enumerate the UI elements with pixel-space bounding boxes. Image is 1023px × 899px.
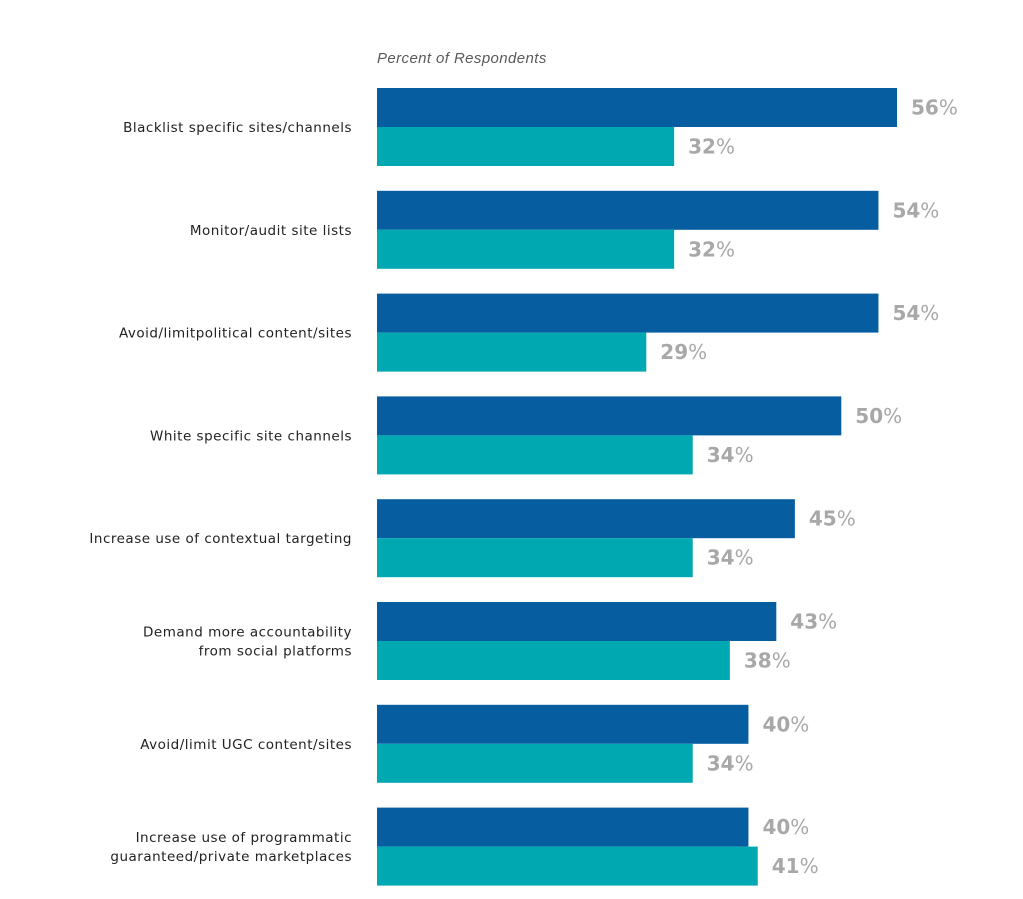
bar-teal-1 xyxy=(377,127,675,166)
category-label: Avoid/limit UGC content/sites xyxy=(140,737,352,753)
bar-teal-3 xyxy=(377,332,647,372)
bar-dark-3 xyxy=(377,293,879,333)
category-label: Increase use of programmatic guaranteed/p… xyxy=(110,830,352,865)
bar-dark-7 xyxy=(377,704,749,744)
value-label: 29% xyxy=(660,340,707,364)
bars-group xyxy=(377,88,898,886)
bar-dark-6 xyxy=(377,602,777,641)
bar-teal-4 xyxy=(377,435,693,475)
value-labels-group: 56% 32% 54% 32% 54% 29% 50% 34% 45% 34% 43% 38% 40% 3… xyxy=(660,96,958,879)
value-label: 32% xyxy=(688,135,735,159)
value-label: 43% xyxy=(790,610,837,634)
bar-dark-2 xyxy=(377,190,879,230)
value-label: 40% xyxy=(762,712,809,736)
value-label: 32% xyxy=(688,237,735,261)
value-label: 56% xyxy=(911,96,958,120)
bar-teal-7 xyxy=(377,743,693,783)
bar-teal-2 xyxy=(377,229,675,269)
bar-dark-4 xyxy=(377,396,842,436)
value-label: 34% xyxy=(707,443,754,467)
bar-teal-6 xyxy=(377,641,730,680)
category-label: Avoid/limitpolitical content/sites xyxy=(119,326,352,342)
category-label: Increase use of contextual targeting xyxy=(89,531,352,547)
value-label: 45% xyxy=(809,507,856,531)
bar-dark-8 xyxy=(377,807,749,847)
value-label: 38% xyxy=(744,649,791,673)
bar-teal-5 xyxy=(377,538,693,578)
value-label: 41% xyxy=(772,854,819,878)
bar-dark-5 xyxy=(377,499,795,539)
value-label: 54% xyxy=(892,198,939,222)
value-label: 50% xyxy=(855,404,902,428)
bar-dark-1 xyxy=(377,88,898,127)
chart-subtitle: Percent of Respondents xyxy=(377,50,547,67)
category-label: Monitor/audit site lists xyxy=(190,223,352,239)
value-label: 40% xyxy=(762,815,809,839)
bar-teal-8 xyxy=(377,846,758,886)
category-labels-group: Blacklist specific sites/channels Monitor… xyxy=(89,120,352,865)
value-label: 34% xyxy=(707,751,754,775)
category-label: Blacklist specific sites/channels xyxy=(123,120,352,136)
value-label: 34% xyxy=(707,546,754,570)
category-label: White specific site channels xyxy=(150,428,352,444)
category-label: Demand more accountability from social pl… xyxy=(143,625,352,660)
value-label: 54% xyxy=(892,301,939,325)
